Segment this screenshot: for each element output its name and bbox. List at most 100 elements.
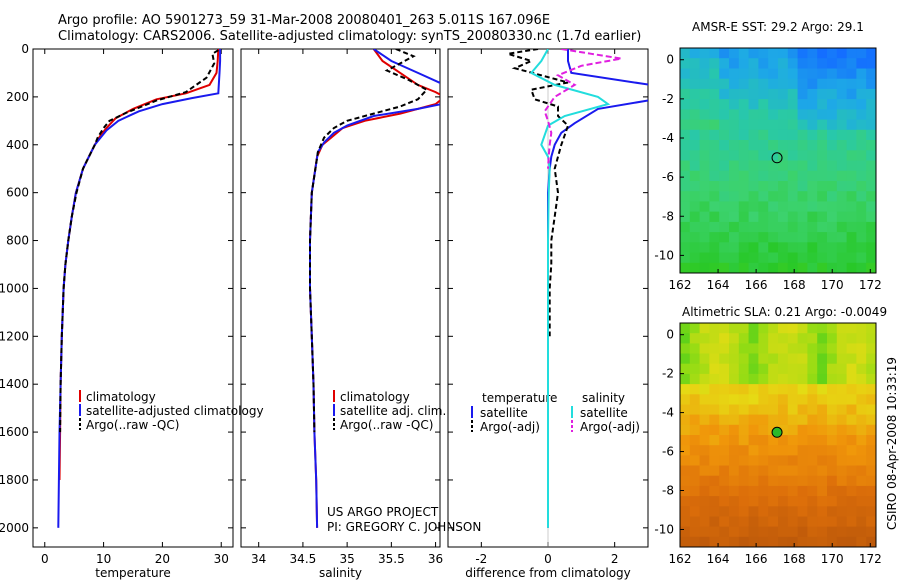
map-cell <box>866 242 876 254</box>
y-tick-label: 400 <box>6 138 29 152</box>
map-cell <box>856 109 867 121</box>
map-cell <box>856 414 867 426</box>
map-cell <box>729 373 740 385</box>
map-cell <box>738 88 750 100</box>
map-cell <box>748 119 759 131</box>
map-cell <box>758 221 769 233</box>
map-cell <box>778 211 789 223</box>
map-cell <box>797 363 808 375</box>
map-cell <box>787 232 799 243</box>
map-cell <box>689 323 701 334</box>
map-cell <box>738 414 750 426</box>
map-cell <box>680 119 691 131</box>
map-cell <box>846 333 857 344</box>
map-cell <box>699 150 710 162</box>
map-x-tick-label: 170 <box>821 278 844 292</box>
map-cell <box>680 424 691 436</box>
map-cell <box>680 465 691 477</box>
map-cell <box>748 496 759 507</box>
map-cell <box>797 262 808 273</box>
map-cell <box>729 455 740 467</box>
map-cell <box>738 323 750 334</box>
map-cell <box>729 201 740 213</box>
map-cell <box>836 78 848 90</box>
map-cell <box>827 201 838 213</box>
map-cell <box>778 262 789 273</box>
map-cell <box>866 211 876 223</box>
map-cell <box>778 384 789 395</box>
map-cell <box>787 414 799 426</box>
map-cell <box>846 363 857 375</box>
map-cell <box>768 78 779 90</box>
map-cell <box>719 485 730 497</box>
map-frame <box>679 322 877 548</box>
map-cell <box>787 160 799 172</box>
map-cell <box>768 485 779 497</box>
map-cell <box>699 384 710 395</box>
map-cell <box>709 516 720 528</box>
map-cell <box>709 435 720 446</box>
map-cell <box>758 252 769 264</box>
legend-label: satellite-adjusted climatology <box>86 404 264 418</box>
panel-frame <box>240 48 441 548</box>
map-cell <box>738 465 750 477</box>
map-cell <box>817 475 828 487</box>
x-tick-label: 34.5 <box>290 552 317 566</box>
map-cell <box>778 333 789 344</box>
map-cell <box>778 506 789 518</box>
map-cell <box>768 353 779 365</box>
map-cell <box>817 262 828 273</box>
map-cell <box>729 363 740 375</box>
map-cell <box>807 221 818 233</box>
x-tick-label: 35.5 <box>378 552 405 566</box>
map-cell <box>866 506 876 518</box>
map-cell <box>807 363 818 375</box>
map-cell <box>827 78 838 90</box>
map-cell <box>817 363 828 375</box>
map-cell <box>719 99 730 110</box>
map-cell <box>729 343 740 355</box>
map-cell <box>738 252 750 264</box>
project-credit: US ARGO PROJECT <box>327 505 439 519</box>
map-cell <box>768 373 779 385</box>
map-cell <box>768 252 779 264</box>
map-cell <box>866 414 876 426</box>
map-cell <box>778 343 789 355</box>
map-cell <box>866 394 876 406</box>
map-cell <box>787 485 799 497</box>
map-cell <box>719 201 730 213</box>
map-cell <box>709 465 720 477</box>
map-cell <box>836 191 848 202</box>
map-cell <box>680 140 691 151</box>
map-cell <box>836 109 848 121</box>
map-cell <box>768 201 779 213</box>
map-cell <box>748 394 759 406</box>
panel-frame <box>32 48 234 548</box>
map-cell <box>729 536 740 547</box>
map-cell <box>817 404 828 416</box>
map-cell <box>827 445 838 456</box>
map-cell <box>866 109 876 121</box>
map-cell <box>748 68 759 80</box>
map-cell <box>846 373 857 385</box>
map-cell <box>729 191 740 202</box>
map-cell <box>817 140 828 151</box>
map-cell <box>846 435 857 446</box>
panel-temperature: 0 10 20 30 0 200 400 600 800 1000 1200 1400 1600 1800… <box>0 42 264 580</box>
argo-location-marker <box>771 426 783 438</box>
panel-salinity: 34 34.5 35 35.5 36 salinity climatologysatelli… <box>240 48 446 580</box>
map-cell <box>797 211 808 223</box>
map-cell <box>709 58 720 69</box>
map-cell <box>827 181 838 192</box>
map-cell <box>787 58 799 69</box>
map-cell <box>689 262 701 273</box>
map-cell <box>719 181 730 192</box>
map-cell <box>738 140 750 151</box>
map-cell <box>827 323 838 334</box>
map-cell <box>689 221 701 233</box>
map-cell <box>709 414 720 426</box>
map-cell <box>719 323 730 334</box>
map-cell <box>709 485 720 497</box>
map-x-tick-label: 162 <box>669 552 692 566</box>
map-cell <box>729 353 740 365</box>
